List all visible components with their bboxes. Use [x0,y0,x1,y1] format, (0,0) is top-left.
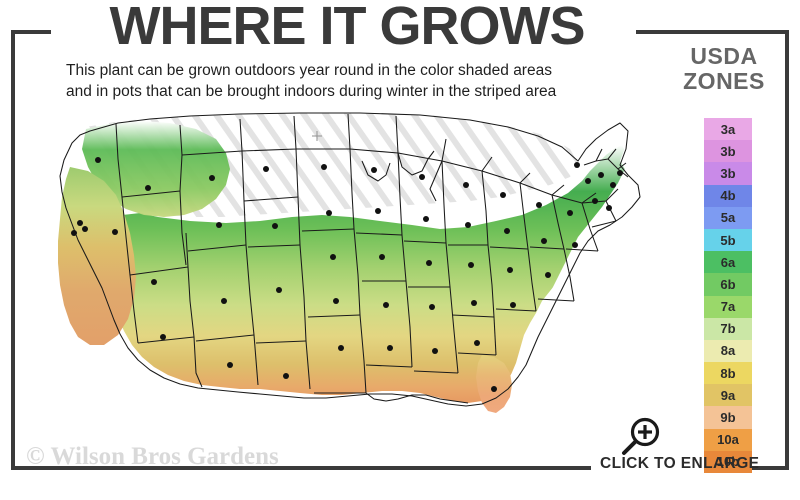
zone-label: 9b [720,410,736,426]
frame-bottom-right [731,466,789,470]
frame-left-border [11,30,15,470]
zone-swatch-10b: 10b [704,450,752,473]
map-state-outlines [59,112,641,407]
zone-swatch-8a: 8a [704,339,752,363]
legend-title-line-2: ZONES [683,68,765,94]
subtitle-line-2: and in pots that can be brought indoors … [66,83,557,100]
usda-hardiness-map[interactable] [30,105,670,465]
zone-swatch-3b-alt: 3b [704,162,752,185]
zone-swatch-8b: 8b [704,362,752,385]
zone-swatch-9b: 9b [704,406,752,429]
zone-swatch-3b: 3b [704,140,752,163]
zone-swatch-6a: 6a [704,251,752,274]
frame-bottom-left [11,466,591,470]
zone-swatch-3a: 3a [704,118,752,141]
zone-swatch-7b: 7b [704,317,752,340]
frame-right-border [785,30,789,470]
zone-label: 10a [717,432,739,448]
zone-label: 9a [720,387,736,403]
legend-title-line-1: USDA [690,43,758,69]
subtitle: This plant can be grown outdoors year ro… [66,60,626,102]
zone-label: 6a [720,254,736,270]
legend-title: USDA ZONES [668,44,780,94]
zone-swatch-10a: 10a [704,428,752,451]
zone-swatch-6b: 6b [704,273,752,296]
zone-label: 8b [720,365,736,381]
frame-top-left-stub [11,30,51,34]
usda-zone-legend: 3a 3b 3b 4b 5a 5b 6a 6b 7a 7b 8a 8b 9a 9b 10a 10b [704,118,752,473]
zone-label: 7b [720,321,736,337]
zone-swatch-7a: 7a [704,295,752,318]
zone-swatch-4b: 4b [704,184,752,207]
frame-top-right-stub [636,30,789,34]
zone-label: 5b [720,232,736,248]
zone-label: 3b [720,143,736,159]
watermark: © Wilson Bros Gardens [26,443,279,470]
zone-label: 8a [720,343,736,359]
zone-label: 3b [720,165,736,181]
zone-swatch-9a: 9a [704,384,752,407]
subtitle-line-1: This plant can be grown outdoors year ro… [66,62,552,79]
map-city-dots [71,157,623,392]
magnifier-plus-icon[interactable] [618,415,664,461]
zone-label: 10b [716,454,740,470]
map-reference-cross [312,131,322,141]
click-to-enlarge-label[interactable]: CLICK TO ENLARGE [600,455,760,472]
zone-label: 6b [720,276,736,292]
zone-swatch-5a: 5a [704,206,752,229]
zone-label: 5a [720,210,736,226]
zone-label: 7a [720,299,736,315]
zone-label: 4b [720,188,736,204]
zone-label: 3a [720,121,736,137]
page-title: WHERE IT GROWS [109,0,586,56]
zone-swatch-5b: 5b [704,228,752,252]
